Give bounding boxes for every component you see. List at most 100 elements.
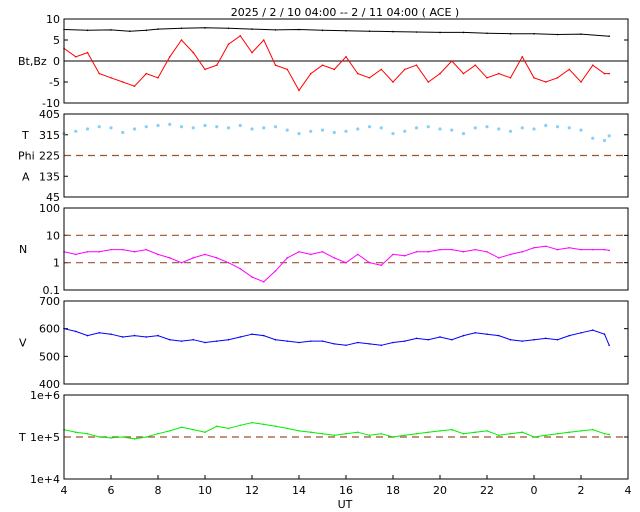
- series-bz-point: [215, 64, 218, 66]
- series-bz-point: [168, 56, 171, 58]
- y-axis-label: T: [18, 431, 26, 444]
- phi-point: [332, 130, 336, 135]
- series-solar-wind-speed-point: [157, 334, 159, 337]
- series-bz-point: [157, 77, 159, 79]
- series-proton-temperature-point: [121, 436, 124, 438]
- series-proton-density-point: [180, 261, 183, 264]
- phi-point: [426, 125, 430, 129]
- series-solar-wind-speed-point: [462, 334, 465, 337]
- panel-phi-angle: 405 315 225 135 45 T Phi A: [18, 108, 629, 204]
- series-bz-point: [98, 72, 101, 75]
- series-proton-density-point: [497, 257, 500, 259]
- series-proton-temperature-point: [145, 436, 148, 438]
- series-proton-density-point: [580, 248, 582, 251]
- phi-point: [414, 126, 419, 130]
- y-axis-label: A: [22, 170, 30, 183]
- series-solar-wind-speed-point: [274, 338, 277, 341]
- series-proton-temperature-point: [356, 431, 359, 434]
- series-proton-density-point: [368, 261, 371, 264]
- series-proton-density-point: [345, 261, 347, 264]
- y-axis-label: Bt,Bz: [18, 55, 47, 68]
- series-solar-wind-speed-point: [345, 344, 347, 347]
- phi-point: [74, 129, 78, 133]
- y-tick-label: 1e+5: [30, 431, 60, 444]
- phi-point: [132, 127, 137, 131]
- series-proton-temperature-point: [321, 432, 324, 435]
- phi-point: [215, 125, 219, 129]
- series-bt-point: [129, 30, 131, 32]
- series-proton-density-point: [274, 270, 277, 272]
- y-tick-label: 45: [46, 191, 60, 204]
- series-proton-density-point: [392, 253, 394, 256]
- series-proton-temperature-point: [286, 427, 289, 430]
- series-bz-point: [556, 77, 559, 79]
- y-tick-label: 400: [39, 378, 60, 391]
- series-solar-wind-speed-point: [439, 336, 441, 338]
- series-solar-wind-speed-point: [356, 341, 359, 344]
- series-proton-temperature-point: [591, 428, 594, 431]
- panel-frame: [63, 300, 629, 385]
- phi-point: [121, 130, 125, 135]
- series-bz-point: [227, 43, 230, 45]
- series-solar-wind-speed-point: [133, 334, 136, 337]
- panel-magnetic-field: 10 5 0 -5 -10 Bt,Bz: [18, 13, 629, 110]
- series-proton-temperature-point: [180, 426, 183, 429]
- series-solar-wind-speed-point: [333, 343, 336, 345]
- series-bz-point: [274, 64, 277, 66]
- series-bt-point: [580, 33, 582, 35]
- series-proton-density-point: [110, 248, 112, 251]
- series-bt-point: [298, 28, 300, 31]
- series-bz-point: [145, 72, 148, 75]
- series-proton-temperature-point: [204, 431, 206, 434]
- series-proton-density-point: [192, 257, 195, 259]
- series-solar-wind-speed-point: [608, 344, 610, 347]
- series-solar-wind-speed-point: [474, 332, 477, 334]
- panels: 1050-5-10Bt,Bz40531522513545TPhiA1001010…: [18, 13, 629, 486]
- series-proton-density-point: [380, 264, 383, 267]
- phi-point: [607, 134, 611, 138]
- series-bz-point: [309, 72, 312, 75]
- series-bt-point: [439, 31, 441, 34]
- series-proton-density-point: [204, 253, 206, 256]
- series-solar-wind-speed-point: [86, 334, 89, 337]
- y-axis-label: N: [19, 243, 27, 256]
- series-proton-density-point: [215, 257, 218, 259]
- y-tick-label: 1: [53, 257, 60, 270]
- series-proton-density-point: [486, 250, 488, 253]
- series-bt-point: [180, 27, 183, 30]
- series-proton-density-point: [168, 257, 171, 259]
- series-bz-point: [580, 81, 582, 83]
- x-tick-label: 10: [198, 484, 212, 497]
- x-tick-label: 8: [155, 484, 162, 497]
- series-proton-temperature-point: [533, 436, 535, 438]
- series-solar-wind-speed-point: [486, 333, 488, 336]
- series-proton-temperature-point: [262, 423, 265, 426]
- series-bz-point: [86, 51, 89, 54]
- phi-point: [297, 131, 301, 136]
- panel-proton-temperature: 1e+6 1e+5 1e+4 T: [18, 389, 629, 486]
- series-bt-point: [110, 29, 112, 31]
- series-proton-density-point: [608, 249, 610, 252]
- phi-point: [438, 127, 442, 131]
- series-proton-density-point: [298, 250, 300, 253]
- phi-point: [203, 123, 207, 128]
- series-proton-temperature-point: [462, 432, 465, 435]
- series-proton-temperature-point: [98, 436, 101, 438]
- series-proton-density-point: [544, 245, 547, 248]
- series-bz-point: [380, 68, 383, 71]
- x-tick-label: 0: [531, 484, 538, 497]
- series-proton-temperature-point: [521, 431, 524, 434]
- series-proton-density-point: [474, 248, 477, 251]
- series-bz-point: [204, 68, 206, 71]
- y-tick-label: 500: [39, 350, 60, 363]
- phi-point: [320, 128, 325, 132]
- series-solar-wind-speed-point: [403, 340, 406, 342]
- series-bz-point: [474, 64, 477, 66]
- phi-point: [97, 125, 101, 129]
- series-proton-temperature-point: [415, 432, 418, 435]
- y-tick-label: 0.1: [43, 284, 61, 297]
- phi-point: [497, 127, 501, 131]
- series-proton-temperature-point: [368, 434, 371, 437]
- y-axis-label: Phi: [18, 150, 35, 163]
- series-bt-point: [321, 29, 324, 32]
